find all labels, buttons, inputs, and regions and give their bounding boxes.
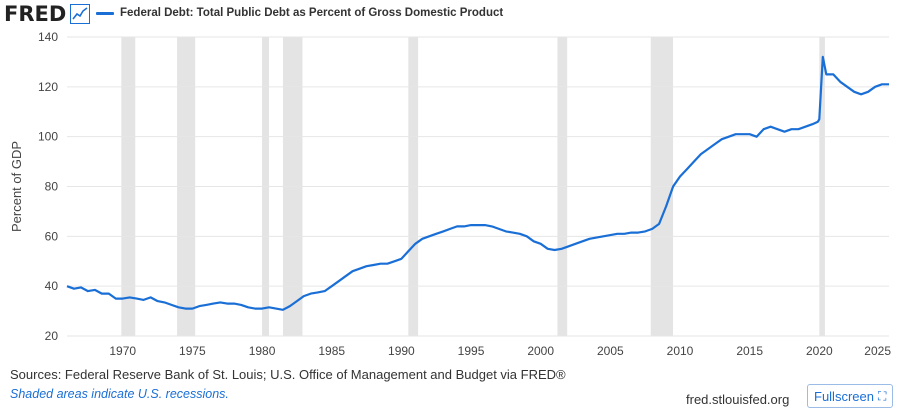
x-tick-2015: 2015 <box>736 344 763 358</box>
y-tick-120: 120 <box>38 80 58 94</box>
x-tick-1995: 1995 <box>458 344 485 358</box>
series-line[interactable] <box>66 55 889 311</box>
fullscreen-button[interactable]: Fullscreen ⛶ <box>807 384 893 408</box>
x-tick-1970: 1970 <box>109 344 136 358</box>
grid-lines <box>67 36 889 337</box>
sources-text: Sources: Federal Reserve Bank of St. Lou… <box>10 367 566 382</box>
x-tick-2010: 2010 <box>667 344 694 358</box>
x-tick-1975: 1975 <box>179 344 206 358</box>
legend-swatch <box>96 11 114 15</box>
x-tick-1990: 1990 <box>388 344 415 358</box>
x-tick-labels: 1970 1975 1980 1985 1990 1995 2000 2005 2010 2015… <box>109 344 891 358</box>
y-tick-100: 100 <box>38 130 58 144</box>
recession-note: Shaded areas indicate U.S. recessions. <box>10 387 229 401</box>
fullscreen-label: Fullscreen <box>814 388 874 404</box>
x-tick-1980: 1980 <box>249 344 276 358</box>
y-axis-label: Percent of GDP <box>9 141 24 232</box>
fred-logo[interactable]: FRED <box>4 2 67 26</box>
y-tick-20: 20 <box>45 329 59 343</box>
x-tick-2005: 2005 <box>597 344 624 358</box>
y-tick-60: 60 <box>45 229 59 243</box>
y-tick-80: 80 <box>45 180 59 194</box>
x-tick-2025: 2025 <box>864 344 891 358</box>
expand-icon: ⛶ <box>877 388 887 403</box>
x-tick-1985: 1985 <box>318 344 345 358</box>
x-tick-2000: 2000 <box>527 344 554 358</box>
x-tick-2020: 2020 <box>806 344 833 358</box>
line-chart-icon <box>70 4 90 24</box>
y-tick-40: 40 <box>45 279 59 293</box>
site-link[interactable]: fred.stlouisfed.org <box>686 392 790 407</box>
y-tick-labels: 20 40 60 80 100 120 140 <box>38 30 58 343</box>
chart-header: FRED Federal Debt: Total Public Debt as … <box>0 0 902 30</box>
legend: Federal Debt: Total Public Debt as Perce… <box>96 7 503 19</box>
legend-label: Federal Debt: Total Public Debt as Perce… <box>120 7 504 19</box>
y-tick-140: 140 <box>38 30 58 44</box>
